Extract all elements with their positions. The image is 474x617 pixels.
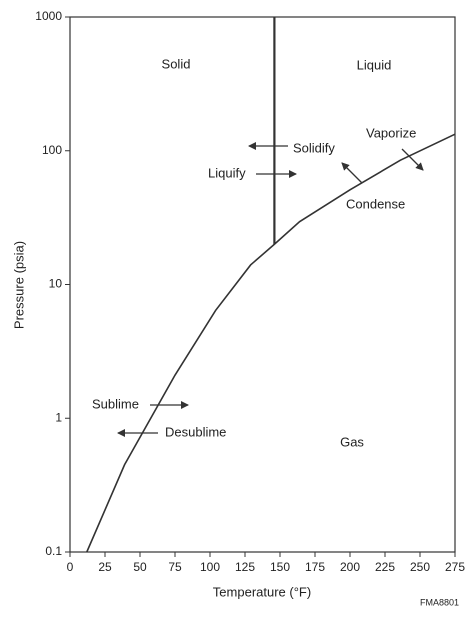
y-axis-label: Pressure (psia) <box>11 241 26 329</box>
x-tick-label: 175 <box>305 560 325 574</box>
x-tick-label: 75 <box>168 560 182 574</box>
y-tick-label: 1 <box>55 410 62 424</box>
annotation: Liquid <box>357 57 392 72</box>
x-tick-label: 150 <box>270 560 290 574</box>
annotation: Desublime <box>165 424 226 439</box>
arrow <box>401 148 424 171</box>
annotation: Gas <box>340 434 364 449</box>
x-tick-label: 125 <box>235 560 255 574</box>
annotation: Vaporize <box>366 125 416 140</box>
x-tick-label: 50 <box>133 560 147 574</box>
y-tick-label: 0.1 <box>45 544 62 558</box>
x-tick-label: 250 <box>410 560 430 574</box>
x-tick-label: 225 <box>375 560 395 574</box>
annotation: FMA8801 <box>420 597 459 607</box>
annotation: Liquify <box>208 165 246 180</box>
y-tick-label: 100 <box>42 143 62 157</box>
x-tick-label: 275 <box>445 560 465 574</box>
phase-line <box>86 133 456 553</box>
annotation: Solidify <box>293 140 335 155</box>
x-axis-label: Temperature (°F) <box>213 584 311 599</box>
arrow <box>341 162 363 184</box>
x-tick-label: 200 <box>340 560 360 574</box>
y-tick-label: 1000 <box>35 9 62 23</box>
annotation: Solid <box>162 56 191 71</box>
plot-frame <box>69 16 456 553</box>
annotation: Condense <box>346 196 405 211</box>
y-tick-label: 10 <box>49 277 63 291</box>
x-tick-label: 0 <box>67 560 74 574</box>
x-tick-label: 100 <box>200 560 220 574</box>
x-tick-label: 25 <box>98 560 112 574</box>
annotation: Sublime <box>92 396 139 411</box>
